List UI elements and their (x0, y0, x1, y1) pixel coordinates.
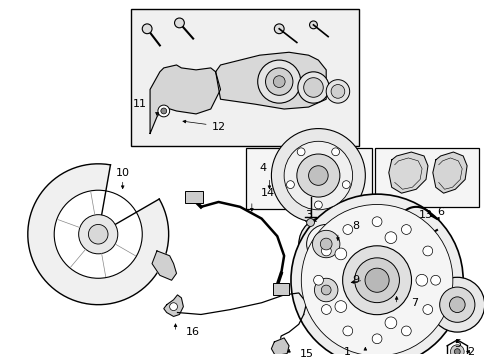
Polygon shape (388, 152, 427, 193)
Text: 1: 1 (344, 347, 350, 357)
Text: 2: 2 (467, 347, 473, 357)
Circle shape (265, 68, 292, 95)
Circle shape (308, 166, 327, 185)
Circle shape (342, 181, 349, 189)
Circle shape (401, 225, 410, 234)
Circle shape (342, 246, 411, 315)
Circle shape (286, 181, 294, 189)
Circle shape (273, 76, 285, 87)
Circle shape (54, 190, 142, 278)
Circle shape (298, 217, 353, 271)
Circle shape (309, 21, 317, 29)
Circle shape (158, 105, 169, 117)
Text: 13: 13 (418, 210, 432, 220)
Circle shape (371, 334, 381, 344)
Polygon shape (163, 295, 183, 316)
Polygon shape (28, 164, 168, 305)
Circle shape (439, 287, 474, 322)
Circle shape (321, 305, 330, 314)
Circle shape (297, 148, 305, 156)
Circle shape (321, 246, 330, 256)
Circle shape (314, 201, 322, 209)
Polygon shape (271, 338, 288, 356)
Text: 16: 16 (186, 327, 200, 337)
Circle shape (422, 305, 432, 314)
Text: 9: 9 (351, 275, 358, 285)
Text: 14: 14 (260, 188, 274, 198)
Text: 7: 7 (410, 298, 417, 308)
Circle shape (429, 277, 484, 332)
Circle shape (174, 18, 184, 28)
Circle shape (300, 265, 351, 315)
Circle shape (334, 248, 346, 260)
Circle shape (271, 129, 365, 222)
Circle shape (334, 301, 346, 312)
Text: 10: 10 (116, 168, 129, 177)
Circle shape (169, 303, 177, 311)
Circle shape (306, 225, 345, 264)
Circle shape (306, 219, 314, 226)
Circle shape (312, 230, 339, 258)
Circle shape (303, 78, 323, 97)
Circle shape (331, 148, 339, 156)
Circle shape (301, 204, 452, 356)
Circle shape (79, 215, 118, 254)
Circle shape (296, 154, 339, 197)
Circle shape (290, 194, 462, 360)
Circle shape (401, 326, 410, 336)
Bar (374, 148, 478, 207)
Circle shape (342, 225, 352, 234)
Circle shape (88, 225, 108, 244)
Circle shape (449, 345, 463, 359)
Circle shape (161, 108, 166, 114)
Polygon shape (152, 251, 176, 280)
Text: 8: 8 (351, 221, 358, 231)
Polygon shape (150, 65, 220, 134)
Circle shape (313, 275, 323, 285)
Circle shape (430, 275, 440, 285)
Circle shape (308, 273, 343, 308)
Bar (185, 191, 203, 203)
Circle shape (384, 317, 396, 329)
Circle shape (284, 141, 352, 210)
Bar (273, 283, 288, 295)
Circle shape (314, 278, 337, 302)
Bar (245, 148, 371, 209)
Circle shape (354, 258, 399, 303)
Text: 6: 6 (436, 207, 443, 217)
Circle shape (325, 80, 349, 103)
Circle shape (321, 285, 330, 295)
Polygon shape (215, 52, 325, 109)
Text: 3: 3 (305, 210, 311, 220)
Text: 12: 12 (211, 122, 225, 132)
Text: 4: 4 (259, 163, 265, 173)
Circle shape (415, 274, 427, 286)
Circle shape (297, 72, 328, 103)
Text: 15: 15 (299, 348, 313, 359)
Circle shape (422, 246, 432, 256)
Polygon shape (432, 152, 466, 193)
Bar (130, 9, 359, 146)
Circle shape (257, 60, 300, 103)
Circle shape (364, 268, 388, 292)
Circle shape (371, 217, 381, 226)
Circle shape (453, 349, 459, 355)
Circle shape (330, 85, 344, 98)
Circle shape (274, 24, 284, 34)
Circle shape (142, 24, 152, 34)
Circle shape (342, 326, 352, 336)
Circle shape (384, 232, 396, 243)
Text: 5: 5 (453, 339, 460, 349)
Circle shape (320, 238, 331, 250)
Circle shape (448, 297, 464, 312)
Text: 11: 11 (133, 99, 147, 109)
